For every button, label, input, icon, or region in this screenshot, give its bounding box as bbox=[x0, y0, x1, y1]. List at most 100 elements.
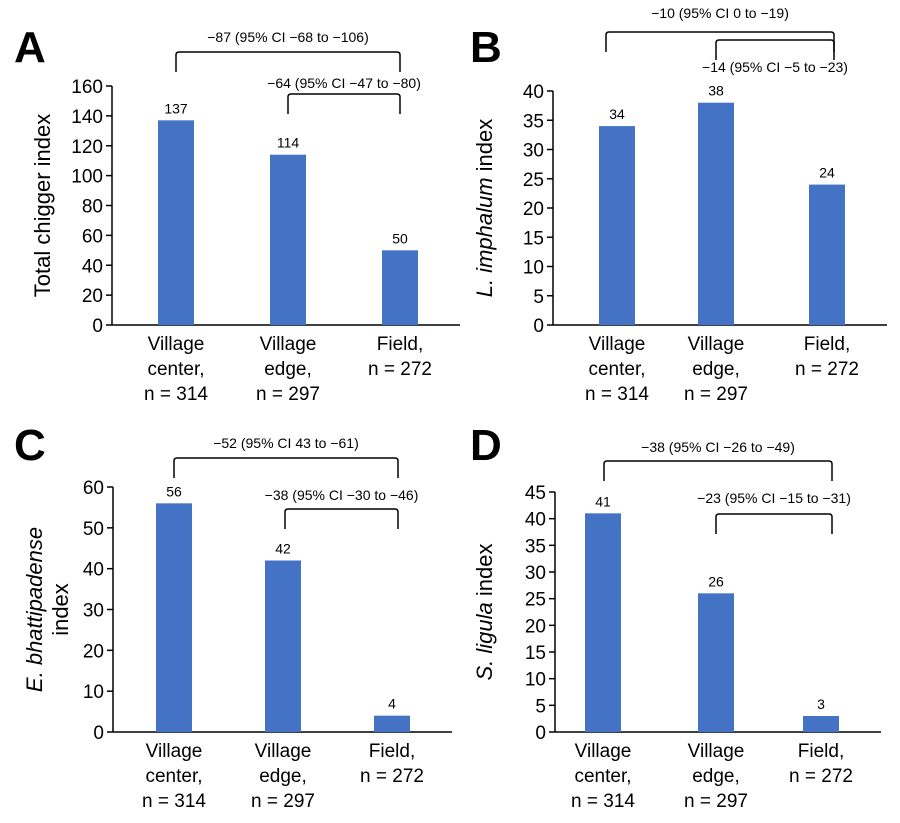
bar bbox=[698, 593, 734, 732]
category-label: center, bbox=[147, 359, 204, 380]
comparison-bracket bbox=[715, 39, 835, 60]
panel-c: C 0 10 20 30 40 50 60 E. bhattipadense index 56 Vil… bbox=[14, 421, 452, 812]
y-axis-label: Total chigger index bbox=[30, 114, 55, 297]
category-label: Village bbox=[589, 334, 646, 355]
y-tick-label: 40 bbox=[83, 560, 104, 581]
y-axis-label: S. ligula index bbox=[472, 544, 497, 681]
category-label: Village bbox=[688, 741, 745, 762]
y-tick-label: 60 bbox=[82, 226, 103, 247]
panel-d: D 0 5 10 15 20 25 30 35 40 45 S. ligula index 41 Vill… bbox=[470, 421, 881, 812]
comparison-bracket bbox=[715, 513, 833, 534]
data-label: 50 bbox=[392, 230, 408, 246]
category-label: Village bbox=[575, 741, 632, 762]
category-label: n = 272 bbox=[360, 766, 424, 787]
bar bbox=[599, 126, 635, 325]
data-label: 56 bbox=[166, 483, 182, 499]
y-tick-label: 25 bbox=[523, 170, 544, 191]
y-tick-label: 20 bbox=[82, 286, 103, 307]
bar bbox=[374, 715, 410, 732]
y-axis-label: L. imphalum index bbox=[472, 119, 497, 298]
category-label: n = 272 bbox=[795, 359, 859, 380]
y-tick-label: 0 bbox=[92, 316, 103, 337]
category-label: n = 297 bbox=[684, 384, 748, 405]
y-axis-label-text: Total chigger index bbox=[30, 114, 55, 297]
comparison-label: −87 (95% CI −68 to −106) bbox=[207, 29, 369, 45]
bar bbox=[270, 154, 306, 325]
category-label: n = 297 bbox=[256, 384, 320, 405]
data-label: 24 bbox=[819, 165, 835, 181]
y-axis-label-text: index bbox=[472, 119, 497, 178]
panel-label: C bbox=[14, 421, 46, 470]
y-axis-label-italic: L. imphalum bbox=[472, 177, 497, 297]
bar bbox=[382, 250, 418, 325]
category-label: Village bbox=[255, 741, 312, 762]
comparison-label: −23 (95% CI −15 to −31) bbox=[697, 490, 851, 506]
y-tick-label: 160 bbox=[71, 77, 103, 98]
category-label: Field, bbox=[377, 334, 423, 355]
y-axis-label: index bbox=[48, 583, 73, 636]
y-tick-label: 120 bbox=[71, 137, 103, 158]
y-tick-label: 10 bbox=[83, 682, 104, 703]
y-tick-label: 0 bbox=[93, 723, 104, 744]
category-label: Village bbox=[148, 334, 205, 355]
category-label: center, bbox=[574, 766, 631, 787]
category-label: n = 297 bbox=[251, 791, 315, 812]
data-label: 3 bbox=[817, 696, 825, 712]
comparison-bracket bbox=[603, 460, 833, 481]
y-tick-label: 40 bbox=[525, 510, 546, 531]
panel-label: D bbox=[470, 421, 502, 470]
bar bbox=[158, 120, 194, 325]
y-axis-label-text: index bbox=[472, 544, 497, 603]
y-tick-label: 0 bbox=[533, 316, 544, 337]
data-label: 34 bbox=[609, 106, 625, 122]
category-label: n = 314 bbox=[144, 384, 208, 405]
y-tick-label: 50 bbox=[83, 519, 104, 540]
y-tick-label: 40 bbox=[82, 256, 103, 277]
y-axis-label: E. bhattipadense bbox=[22, 527, 47, 692]
bar bbox=[803, 716, 839, 732]
category-label: Field, bbox=[798, 741, 844, 762]
y-tick-label: 25 bbox=[525, 590, 546, 611]
bar bbox=[585, 513, 621, 732]
bar bbox=[156, 503, 192, 732]
y-tick-label: 80 bbox=[82, 197, 103, 218]
category-label: n = 314 bbox=[571, 791, 635, 812]
panel-label: A bbox=[14, 23, 46, 72]
category-label: n = 297 bbox=[684, 791, 748, 812]
y-tick-label: 20 bbox=[83, 641, 104, 662]
comparison-bracket bbox=[173, 457, 399, 478]
category-label: n = 272 bbox=[789, 766, 853, 787]
category-label: edge, bbox=[692, 766, 740, 787]
comparison-bracket bbox=[605, 31, 835, 52]
y-tick-label: 10 bbox=[523, 258, 544, 279]
y-tick-label: 15 bbox=[525, 643, 546, 664]
data-label: 42 bbox=[275, 541, 291, 557]
category-label: n = 314 bbox=[142, 791, 206, 812]
y-axis-label-italic: S. ligula bbox=[472, 602, 497, 680]
y-tick-label: 140 bbox=[71, 107, 103, 128]
comparison-bracket bbox=[175, 51, 401, 72]
y-tick-label: 5 bbox=[533, 287, 544, 308]
panel-label: B bbox=[470, 23, 502, 72]
category-label: Village bbox=[146, 741, 203, 762]
data-label: 41 bbox=[595, 493, 611, 509]
comparison-bracket bbox=[284, 508, 399, 529]
category-label: edge, bbox=[692, 359, 740, 380]
category-label: Village bbox=[688, 334, 745, 355]
data-label: 114 bbox=[277, 135, 300, 151]
y-tick-label: 30 bbox=[523, 141, 544, 162]
comparison-label: −38 (95% CI −26 to −49) bbox=[641, 439, 795, 455]
category-label: Field, bbox=[804, 334, 850, 355]
y-tick-label: 20 bbox=[523, 199, 544, 220]
comparison-label: −38 (95% CI −30 to −46) bbox=[265, 487, 419, 503]
bar bbox=[265, 560, 301, 732]
panel-a: A 0 20 40 60 80 100 120 140 160 Total chigger inde… bbox=[14, 23, 460, 405]
comparison-label: −10 (95% CI 0 to −19) bbox=[651, 5, 789, 21]
category-label: edge, bbox=[259, 766, 307, 787]
y-tick-label: 100 bbox=[71, 167, 103, 188]
panel-b: B 0 5 10 15 20 25 30 35 40 L. imphalum index 34 Vill… bbox=[470, 5, 887, 405]
category-label: center, bbox=[588, 359, 645, 380]
bar bbox=[698, 102, 734, 325]
y-tick-label: 30 bbox=[525, 563, 546, 584]
category-label: edge, bbox=[264, 359, 312, 380]
